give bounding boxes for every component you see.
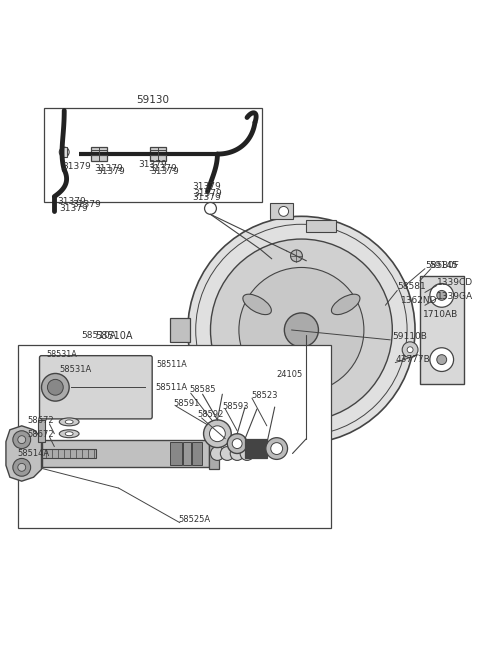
Ellipse shape <box>294 365 309 397</box>
Ellipse shape <box>65 420 73 424</box>
Text: 31379: 31379 <box>96 168 125 176</box>
Text: 31379: 31379 <box>72 200 101 209</box>
Text: 31379: 31379 <box>192 182 221 191</box>
Text: 31379: 31379 <box>62 162 91 172</box>
Text: 31379: 31379 <box>148 164 177 174</box>
Text: 58672: 58672 <box>28 417 54 425</box>
Circle shape <box>284 313 318 347</box>
Text: 31379: 31379 <box>192 193 221 202</box>
Text: 1339CD: 1339CD <box>437 278 473 287</box>
Circle shape <box>239 267 364 392</box>
Bar <box>41 449 96 458</box>
Circle shape <box>60 147 69 157</box>
Circle shape <box>211 447 224 460</box>
Bar <box>306 220 336 232</box>
Text: 1362ND: 1362ND <box>401 296 438 305</box>
Circle shape <box>407 346 413 352</box>
Circle shape <box>209 426 225 441</box>
Circle shape <box>230 447 244 460</box>
Text: 58511A: 58511A <box>155 383 187 392</box>
Circle shape <box>220 447 234 460</box>
Text: 24105: 24105 <box>276 370 303 379</box>
Text: 31379: 31379 <box>94 164 122 174</box>
Text: 31379: 31379 <box>138 160 167 170</box>
Bar <box>45 107 262 202</box>
Circle shape <box>41 373 69 401</box>
Circle shape <box>240 447 254 460</box>
Text: 58525A: 58525A <box>178 515 210 524</box>
Ellipse shape <box>60 430 79 438</box>
Text: 58510A: 58510A <box>95 331 132 341</box>
Text: 58581: 58581 <box>397 282 426 291</box>
Text: 31379: 31379 <box>57 197 86 206</box>
Text: 58511A: 58511A <box>156 360 187 369</box>
Text: 1710AB: 1710AB <box>423 310 458 319</box>
Circle shape <box>279 206 288 216</box>
Text: 58593: 58593 <box>222 402 249 411</box>
Text: 58531A: 58531A <box>47 350 77 359</box>
Ellipse shape <box>60 418 79 426</box>
Text: 31379: 31379 <box>60 204 88 213</box>
Bar <box>170 441 182 465</box>
Text: 58592: 58592 <box>198 411 224 419</box>
Circle shape <box>228 434 247 453</box>
Text: 58510A: 58510A <box>82 331 116 341</box>
Circle shape <box>430 284 454 307</box>
Circle shape <box>204 420 231 447</box>
Circle shape <box>18 436 26 443</box>
Text: 59130: 59130 <box>137 95 169 105</box>
Bar <box>61 147 67 157</box>
Circle shape <box>266 438 288 459</box>
Circle shape <box>290 250 302 262</box>
Text: 59145: 59145 <box>429 261 457 271</box>
Bar <box>41 440 209 467</box>
Bar <box>170 318 190 342</box>
Circle shape <box>402 342 418 358</box>
Circle shape <box>18 463 26 472</box>
Text: 58580F: 58580F <box>425 261 459 271</box>
Ellipse shape <box>65 432 73 436</box>
Circle shape <box>188 216 415 443</box>
Polygon shape <box>6 426 41 481</box>
Bar <box>18 345 331 528</box>
Text: 1339GA: 1339GA <box>437 292 473 301</box>
Ellipse shape <box>331 294 360 314</box>
Text: 58514A: 58514A <box>18 449 50 458</box>
Text: 58591: 58591 <box>173 399 199 407</box>
Circle shape <box>430 348 454 371</box>
Bar <box>270 204 293 219</box>
Bar <box>37 420 46 441</box>
Circle shape <box>271 443 283 455</box>
Bar <box>192 441 202 465</box>
Circle shape <box>48 379 63 395</box>
Text: 58585: 58585 <box>190 384 216 394</box>
Text: 59110B: 59110B <box>392 332 427 341</box>
Text: 58523: 58523 <box>251 390 277 400</box>
Circle shape <box>437 354 447 365</box>
Text: 58672: 58672 <box>28 430 54 440</box>
Text: 58531A: 58531A <box>60 365 92 374</box>
Bar <box>209 438 219 469</box>
Circle shape <box>13 458 31 476</box>
FancyBboxPatch shape <box>39 356 152 419</box>
Text: 31379: 31379 <box>194 189 222 198</box>
Bar <box>183 441 191 465</box>
Bar <box>150 147 166 161</box>
Bar <box>245 439 267 458</box>
Circle shape <box>232 439 242 449</box>
Circle shape <box>13 431 31 449</box>
Circle shape <box>204 202 216 214</box>
Text: 43777B: 43777B <box>395 355 430 364</box>
Ellipse shape <box>243 294 271 314</box>
Bar <box>420 276 465 384</box>
Bar <box>91 147 107 161</box>
Text: 31379: 31379 <box>150 168 179 176</box>
Circle shape <box>211 239 392 421</box>
Circle shape <box>437 290 447 301</box>
